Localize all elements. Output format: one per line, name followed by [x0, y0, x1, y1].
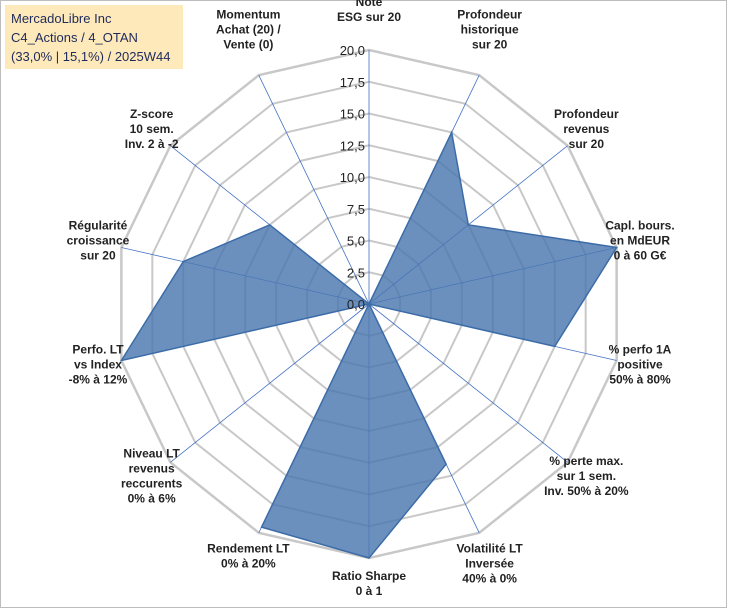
axis-label: % perfo 1A positive 50% à 80%: [609, 342, 672, 386]
tick-label: 0,0: [347, 297, 365, 312]
tick-label: 7,5: [347, 202, 365, 217]
tick-label: 15,0: [340, 107, 365, 122]
category-label: C4_Actions / 4_OTAN: [11, 30, 138, 45]
axis-label: Ratio Sharpe 0 à 1: [332, 569, 406, 598]
axis-label: Régularité croissance sur 20: [67, 219, 130, 263]
tick-label: 20,0: [340, 43, 365, 58]
tick-label: 17,5: [340, 75, 365, 90]
axis-label: Capl. bours. en MdEUR 0 à 60 G€: [605, 219, 674, 263]
axis-label: % perte max. sur 1 sem. Inv. 50% à 20%: [544, 454, 629, 498]
axis-label: Profondeur historique sur 20: [457, 8, 522, 52]
axis-label: Rendement LT 0% à 20%: [207, 541, 290, 570]
data-series-polygon: [119, 129, 618, 559]
axis-label: Niveau LT revenus reccurents 0% à 6%: [121, 446, 183, 505]
company-name: MercadoLibre Inc: [11, 11, 112, 26]
tick-label: 12,5: [340, 138, 365, 153]
axis-spoke: [368, 303, 568, 463]
axis-label: Profondeur revenus sur 20: [554, 107, 619, 151]
axis-label: Z-score 10 sem. Inv. 2 à -2: [125, 107, 179, 151]
axis-label: Volatilité LT Inversée 40% à 0%: [457, 541, 524, 585]
tick-label: 10,0: [340, 170, 365, 185]
axis-label: Note ESG sur 20: [337, 0, 401, 24]
tick-label: 5,0: [347, 234, 365, 249]
title-box: MercadoLibre Inc C4_Actions / 4_OTAN (33…: [5, 5, 183, 69]
tick-label: 2,5: [347, 265, 365, 280]
stats-label: (33,0% | 15,1%) / 2025W44: [11, 49, 171, 64]
axis-spoke: [170, 303, 370, 463]
axis-label: Perfo. LT vs Index -8% à 12%: [69, 342, 128, 386]
axis-spoke: [258, 74, 370, 305]
axis-label: Momentum Achat (20) / Vente (0): [216, 8, 281, 52]
